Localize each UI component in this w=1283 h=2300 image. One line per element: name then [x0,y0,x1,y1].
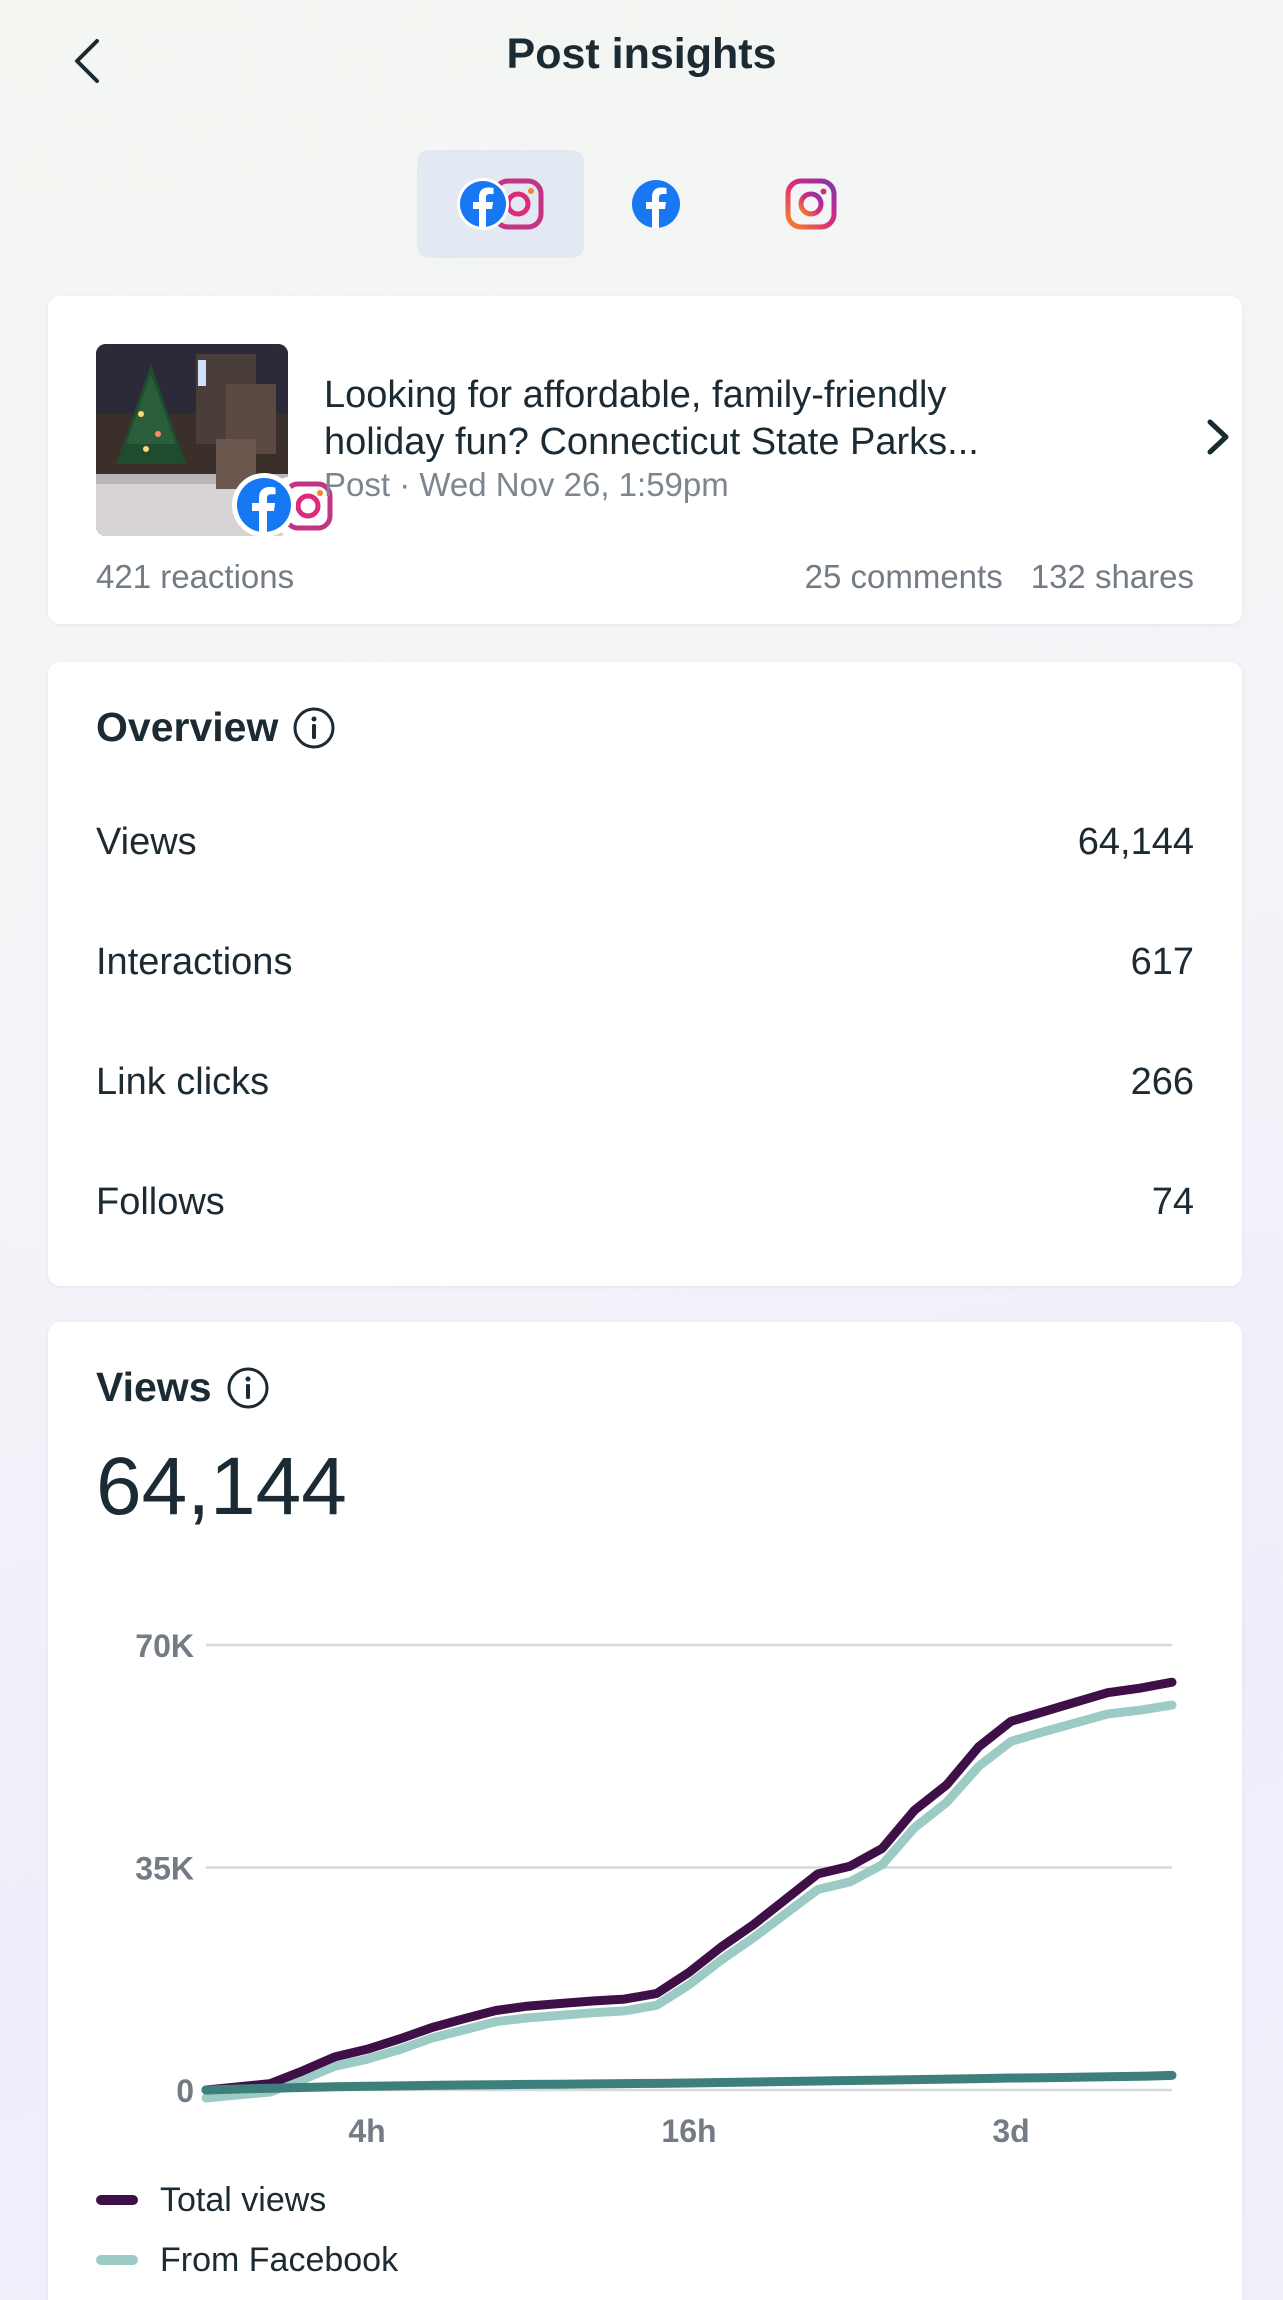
post-platform-badge [228,471,346,537]
overview-row-value: 617 [1130,940,1194,983]
legend-label: From Facebook [160,2240,399,2279]
facebook-instagram-badge-icon [232,473,340,537]
tab-facebook[interactable] [572,150,739,258]
post-stats: 421 reactions 25 comments 132 shares [96,558,1194,596]
overview-row-label: Link clicks [96,1060,270,1103]
overview-card: Overview Views 64,144 Interactions 617 L… [48,662,1242,1286]
legend-label: Total views [160,2180,327,2219]
tab-facebook-instagram[interactable] [417,150,584,258]
post-meta: Post · Wed Nov 26, 1:59pm [324,466,729,503]
series-line-total-views [201,1677,1177,2095]
shares-count: 132 shares [1030,558,1194,595]
overview-row-link-clicks: Link clicks 266 [96,1052,1194,1112]
overview-row-follows: Follows 74 [96,1172,1194,1232]
chart-legend: Total views From Facebook [96,2170,398,2290]
views-line-chart: 70K 35K 0 4h 16h 3d [135,1628,1177,2149]
overview-title: Overview [96,704,336,751]
overview-title-text: Overview [96,704,279,750]
overview-row-label: Views [96,820,197,863]
chevron-right-icon[interactable] [1198,412,1238,462]
views-title: Views [96,1364,270,1411]
back-button[interactable] [62,30,112,92]
reactions-count: 421 reactions [96,558,295,595]
views-total: 64,144 [96,1441,347,1532]
post-text-line-2: holiday fun? Connecticut State Parks... [324,421,979,463]
x-tick-label: 16h [661,2113,716,2149]
info-icon[interactable] [292,706,336,750]
overview-row-interactions: Interactions 617 [96,932,1194,992]
y-tick-label: 35K [135,1851,194,1887]
overview-row-value: 266 [1130,1060,1194,1103]
x-tick-label: 4h [348,2113,385,2149]
overview-row-value: 64,144 [1077,820,1194,863]
series-line-from-instagram [201,2070,1177,2095]
header: Post insights [0,0,1283,120]
views-title-text: Views [96,1364,212,1410]
post-card[interactable]: Looking for affordable, family-friendly … [48,296,1242,624]
page-title: Post insights [506,30,777,78]
post-text-line-1: Looking for affordable, family-friendly [324,374,947,416]
overview-row-views: Views 64,144 [96,812,1194,872]
legend-swatch-from-facebook [96,2255,138,2265]
overview-row-value: 74 [1151,1180,1194,1223]
y-tick-label: 70K [135,1628,194,1664]
x-tick-label: 3d [992,2113,1029,2149]
tab-instagram[interactable] [727,150,894,258]
facebook-icon [631,180,680,228]
comments-count: 25 comments [804,558,1003,595]
instagram-icon [785,178,836,230]
chevron-left-icon [75,39,99,83]
legend-swatch-total-views [96,2195,138,2205]
post-text: Looking for affordable, family-friendly … [324,372,1124,466]
series-line-from-facebook [201,1700,1177,2103]
overview-row-label: Follows [96,1180,225,1223]
post-image [96,344,288,536]
views-card: Views 64,144 70K 35K 0 4h 16h 3d Total views … [48,1322,1242,2300]
y-tick-label: 0 [176,2073,194,2109]
legend-item-from-facebook[interactable]: From Facebook [96,2230,398,2290]
overview-row-label: Interactions [96,940,293,983]
platform-tabs [417,150,894,258]
info-icon[interactable] [226,1366,270,1410]
facebook-instagram-icon [456,178,543,230]
legend-item-total-views[interactable]: Total views [96,2170,398,2230]
